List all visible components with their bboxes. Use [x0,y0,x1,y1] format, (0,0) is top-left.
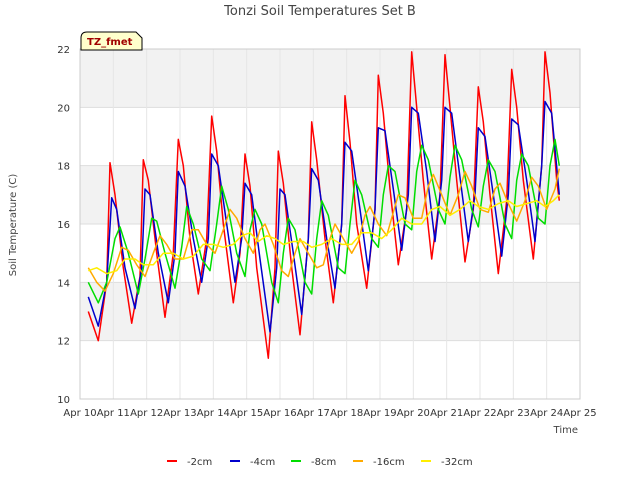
y-tick-label: 16 [57,220,70,231]
tz-fmet-tag: TZ_fmet [80,31,143,51]
x-tick-label: Apr 12 [130,408,163,419]
series-line-minus-32cm [88,194,560,275]
y-tick-label: 20 [57,103,70,114]
series-line-minus-16cm [87,168,561,292]
x-tick-label: Apr 16 [263,408,296,419]
x-tick-label: Apr 17 [297,408,330,419]
y-tick-label: 10 [57,395,70,406]
legend: -2cm -4cm -8cm -16cm -32cm [167,457,473,468]
x-tick-label: Apr 23 [497,408,530,419]
series-line-minus-8cm [87,138,561,304]
background-band [80,49,580,108]
legend-label: -8cm [311,457,336,468]
x-axis-ticks: Apr 10 Apr 11 Apr 12 Apr 13 Apr 14 Apr 15 Apr … [63,408,596,419]
plot-frame [79,48,581,400]
series-line-minus-2cm [87,51,561,359]
x-tick-label: Apr 24 [530,408,563,419]
y-axis-ticks: 10 12 14 16 18 20 22 [57,45,70,406]
series-lines [87,51,561,359]
x-tick-label: Apr 11 [97,408,130,419]
chart-title: Tonzi Soil Temperatures Set B [223,4,416,19]
x-tick-label: Apr 10 [63,408,96,419]
y-tick-label: 14 [57,278,70,289]
y-axis-label: Soil Temperature (C) [8,174,19,277]
series-line-minus-4cm [87,100,561,333]
x-tick-label: Apr 18 [330,408,363,419]
x-tick-label: Apr 13 [163,408,196,419]
tag-label: TZ_fmet [87,37,133,48]
y-tick-label: 18 [57,162,70,173]
legend-label: -32cm [441,457,473,468]
x-tick-label: Apr 25 [563,408,596,419]
x-tick-label: Apr 14 [197,408,230,419]
y-tick-label: 22 [57,45,70,56]
legend-label: -2cm [187,457,212,468]
x-axis-label: Time [553,425,578,436]
x-tick-label: Apr 19 [363,408,396,419]
legend-label: -16cm [373,457,405,468]
legend-label: -4cm [250,457,275,468]
background-band [80,282,580,341]
y-tick-label: 12 [57,337,70,348]
x-tick-label: Apr 15 [230,408,263,419]
x-tick-label: Apr 20 [397,408,430,419]
x-tick-label: Apr 22 [463,408,496,419]
x-tick-label: Apr 21 [430,408,463,419]
tag-box [80,31,143,51]
